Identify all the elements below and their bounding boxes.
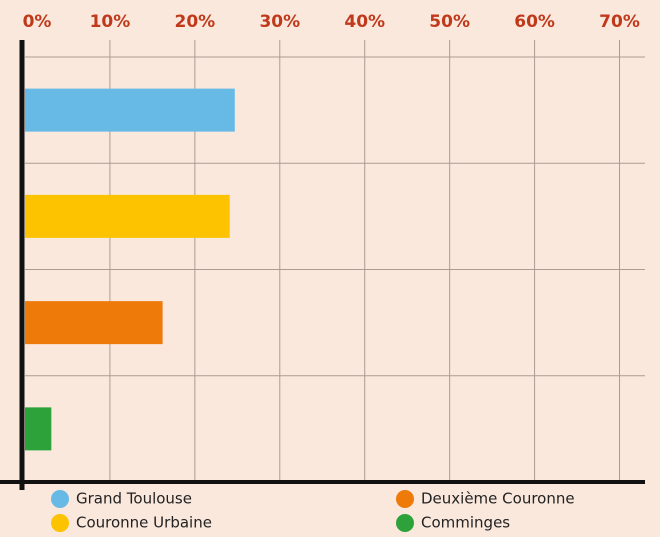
x-tick-label: 60% [514,12,555,32]
legend-swatch [51,514,69,532]
x-tick-label: 50% [429,12,470,32]
legend-swatch [396,490,414,508]
legend-label: Deuxième Couronne [421,490,575,508]
bar [25,407,52,451]
legend-label: Couronne Urbaine [76,514,212,532]
x-tick-label: 0% [23,12,52,32]
legend-label: Grand Toulouse [76,490,192,508]
x-tick-label: 70% [599,12,640,32]
x-tick-label: 20% [175,12,216,32]
bar [25,88,235,132]
x-tick-label: 30% [259,12,300,32]
legend-label: Comminges [421,514,510,532]
x-tick-label: 10% [90,12,131,32]
legend-swatch [51,490,69,508]
legend-swatch [396,514,414,532]
bar [25,301,163,345]
bar [25,194,230,238]
x-tick-label: 40% [344,12,385,32]
